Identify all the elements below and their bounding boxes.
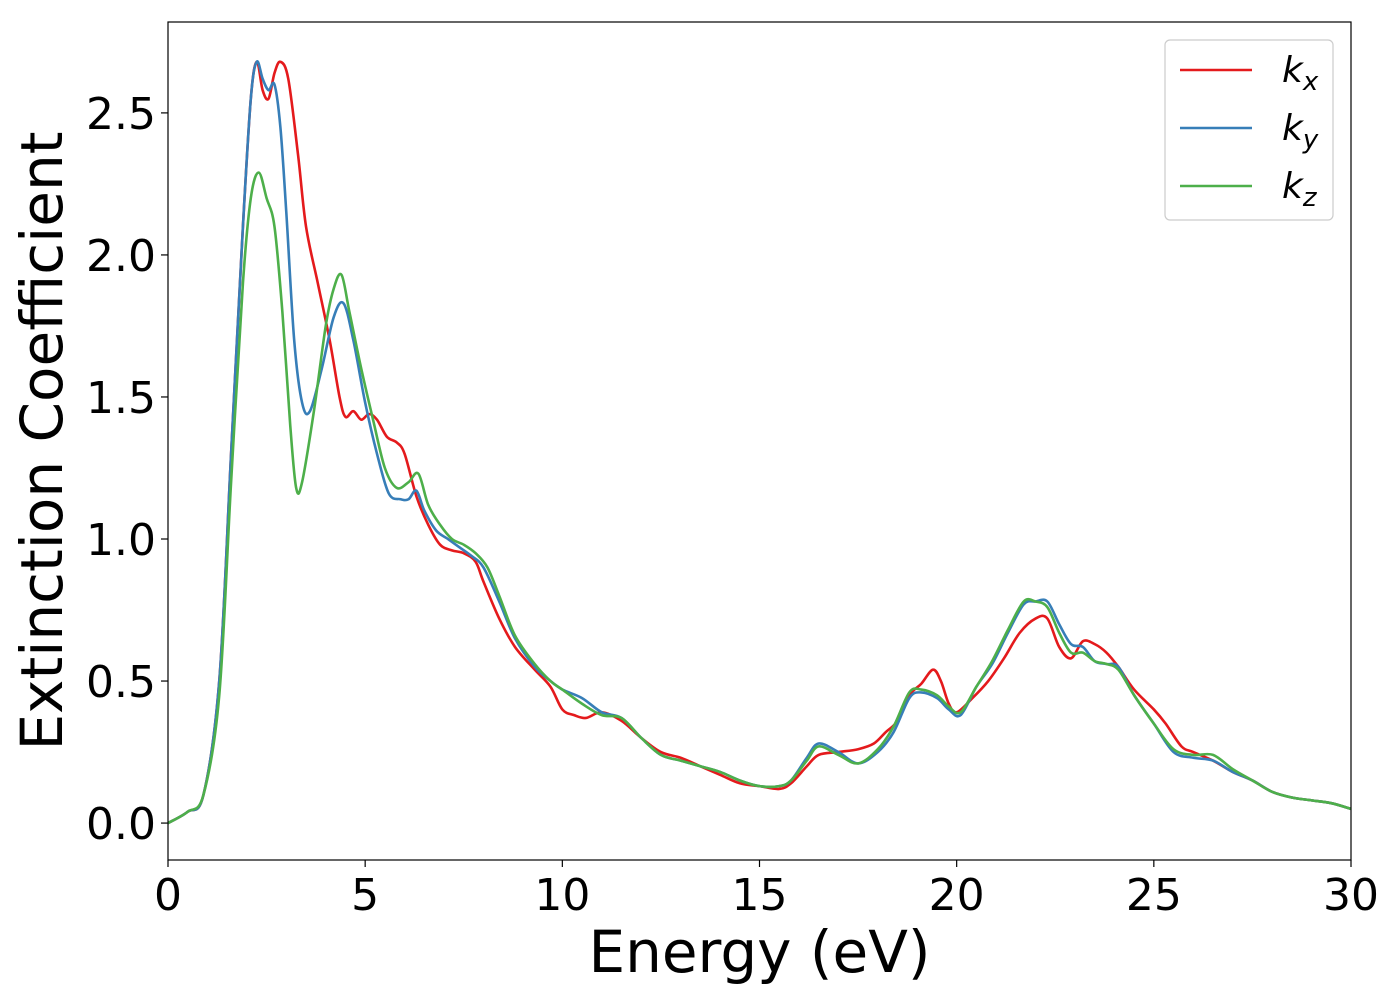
series-layer (168, 60, 1351, 825)
x-axis-ticks: 0 5 10 15 20 25 30 (154, 860, 1379, 921)
y-tick-label: 1.0 (86, 515, 156, 566)
y-tick-label: 0.5 (86, 657, 156, 708)
x-tick-label: 20 (929, 870, 985, 921)
legend-label-main: k (1282, 108, 1305, 149)
x-tick-label: 5 (351, 870, 379, 921)
y-tick-label: 1.5 (86, 373, 156, 424)
legend-label-subscript: z (1302, 183, 1318, 213)
x-tick-label: 30 (1323, 870, 1379, 921)
legend-label: ky (1282, 108, 1319, 155)
x-axis-title: Energy (eV) (588, 918, 930, 986)
legend-box (1164, 39, 1334, 221)
legend-label-main: k (1282, 50, 1305, 91)
y-tick-label: 2.5 (86, 89, 156, 140)
x-tick-label: 15 (732, 870, 788, 921)
x-tick-label: 25 (1126, 870, 1182, 921)
legend-label-subscript: y (1302, 125, 1319, 155)
y-axis-ticks: 0.0 0.5 1.0 1.5 2.0 2.5 (86, 89, 168, 850)
x-tick-label: 0 (154, 870, 182, 921)
y-axis-title: Extinction Coefficient (8, 132, 76, 751)
legend-label-main: k (1282, 166, 1305, 207)
series-line-kz (168, 171, 1351, 825)
y-tick-label: 2.0 (86, 231, 156, 282)
legend-label: kz (1282, 166, 1318, 213)
y-tick-label: 0.0 (86, 799, 156, 850)
series-line-kx (168, 60, 1351, 825)
x-tick-label: 10 (534, 870, 590, 921)
legend-label-subscript: x (1302, 67, 1319, 97)
legend-label: kx (1282, 50, 1319, 97)
